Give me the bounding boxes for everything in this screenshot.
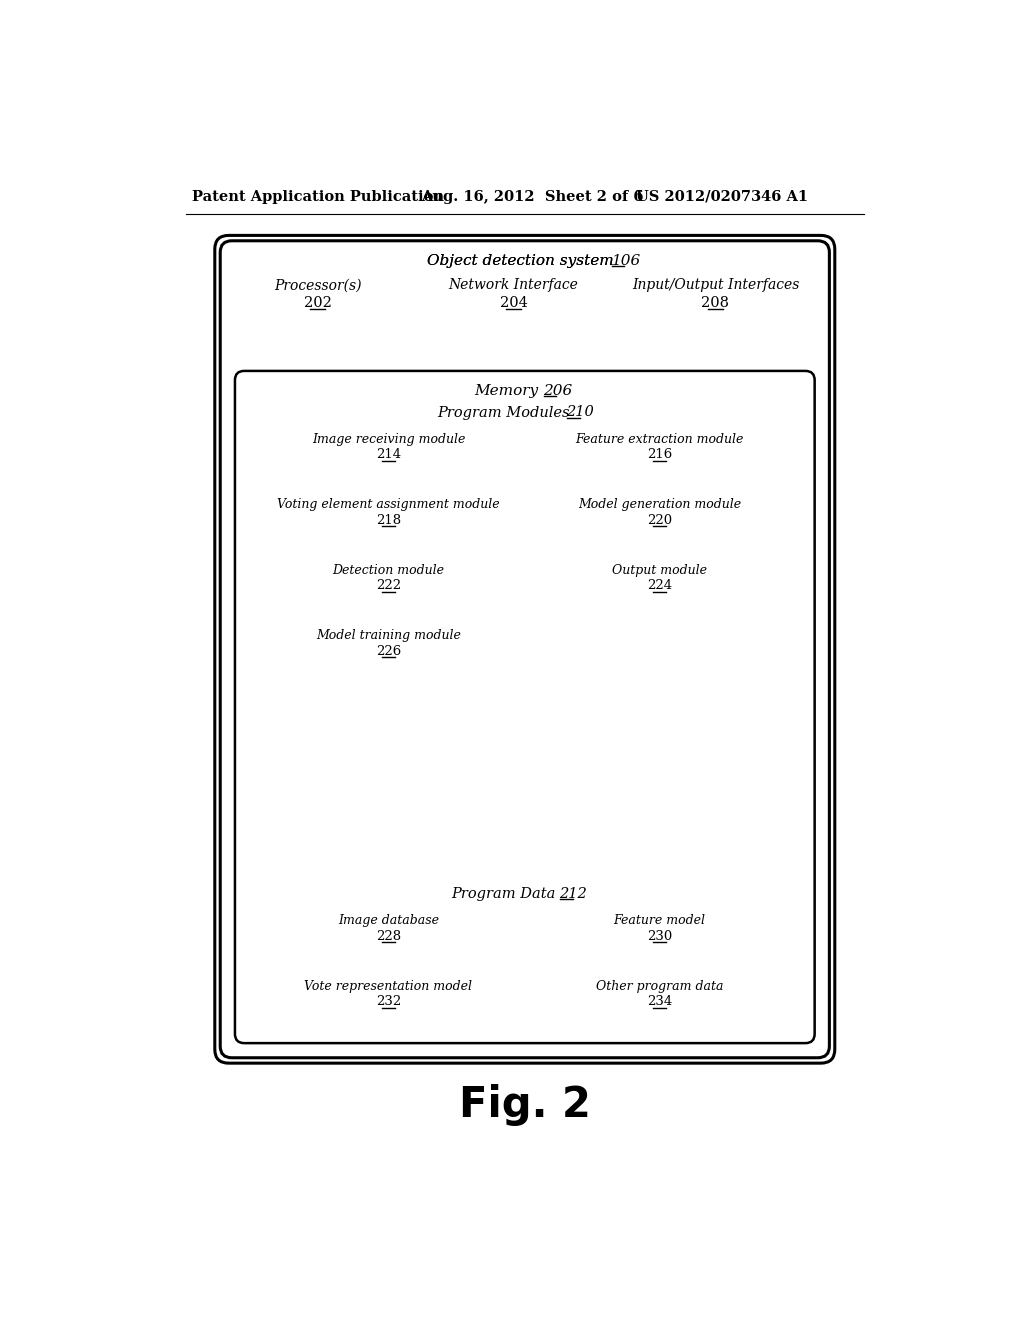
FancyBboxPatch shape (260, 487, 517, 537)
Text: 230: 230 (647, 929, 673, 942)
FancyBboxPatch shape (630, 260, 801, 327)
Text: 206: 206 (544, 384, 572, 397)
FancyBboxPatch shape (260, 969, 517, 1019)
Text: Feature model: Feature model (613, 915, 706, 927)
Text: 204: 204 (500, 296, 527, 310)
Text: 226: 226 (376, 644, 401, 657)
FancyBboxPatch shape (246, 389, 804, 863)
FancyBboxPatch shape (531, 487, 788, 537)
Text: 218: 218 (376, 513, 401, 527)
FancyBboxPatch shape (246, 871, 804, 1032)
FancyBboxPatch shape (215, 235, 835, 1063)
Text: Vote representation model: Vote representation model (304, 979, 472, 993)
Text: 214: 214 (376, 449, 401, 462)
Text: 220: 220 (647, 513, 672, 527)
FancyBboxPatch shape (260, 619, 517, 668)
Text: Fig. 2: Fig. 2 (459, 1085, 591, 1126)
Text: 234: 234 (647, 995, 673, 1008)
FancyBboxPatch shape (234, 371, 815, 1043)
Text: Image database: Image database (338, 915, 439, 927)
FancyBboxPatch shape (531, 422, 788, 473)
Text: 208: 208 (701, 296, 729, 310)
FancyBboxPatch shape (260, 553, 517, 603)
Text: 106: 106 (612, 253, 642, 268)
Text: Patent Application Publication: Patent Application Publication (191, 190, 443, 203)
FancyBboxPatch shape (531, 969, 788, 1019)
Text: Output module: Output module (612, 564, 708, 577)
Text: Model generation module: Model generation module (579, 499, 741, 511)
Text: US 2012/0207346 A1: US 2012/0207346 A1 (636, 190, 808, 203)
Text: 228: 228 (376, 929, 401, 942)
FancyBboxPatch shape (220, 240, 829, 1057)
Text: 224: 224 (647, 579, 672, 593)
Text: Memory: Memory (475, 384, 549, 397)
Text: 222: 222 (376, 579, 401, 593)
Text: Voting element assignment module: Voting element assignment module (278, 499, 500, 511)
Text: Detection module: Detection module (333, 564, 444, 577)
Text: Feature extraction module: Feature extraction module (575, 433, 743, 446)
FancyBboxPatch shape (230, 367, 819, 1048)
Text: 210: 210 (566, 405, 594, 420)
Text: 202: 202 (303, 296, 332, 310)
Text: Object detection system: Object detection system (427, 253, 623, 268)
Text: Aug. 16, 2012  Sheet 2 of 6: Aug. 16, 2012 Sheet 2 of 6 (421, 190, 643, 203)
Text: 212: 212 (559, 887, 587, 900)
Text: Image receiving module: Image receiving module (311, 433, 465, 446)
Text: Other program data: Other program data (596, 979, 723, 993)
FancyBboxPatch shape (438, 260, 589, 327)
FancyBboxPatch shape (531, 553, 788, 603)
FancyBboxPatch shape (238, 260, 397, 327)
FancyBboxPatch shape (260, 903, 517, 953)
Text: Processor(s): Processor(s) (273, 279, 361, 293)
Text: Model training module: Model training module (316, 630, 461, 643)
Text: Network Interface: Network Interface (449, 279, 579, 293)
Text: Program Modules: Program Modules (437, 405, 579, 420)
Text: Input/Output Interfaces: Input/Output Interfaces (632, 279, 799, 293)
Text: 232: 232 (376, 995, 401, 1008)
Text: 216: 216 (647, 449, 673, 462)
FancyBboxPatch shape (531, 903, 788, 953)
Text: Object detection system: Object detection system (427, 253, 623, 268)
FancyBboxPatch shape (260, 422, 517, 473)
Text: Program Data: Program Data (451, 887, 564, 900)
